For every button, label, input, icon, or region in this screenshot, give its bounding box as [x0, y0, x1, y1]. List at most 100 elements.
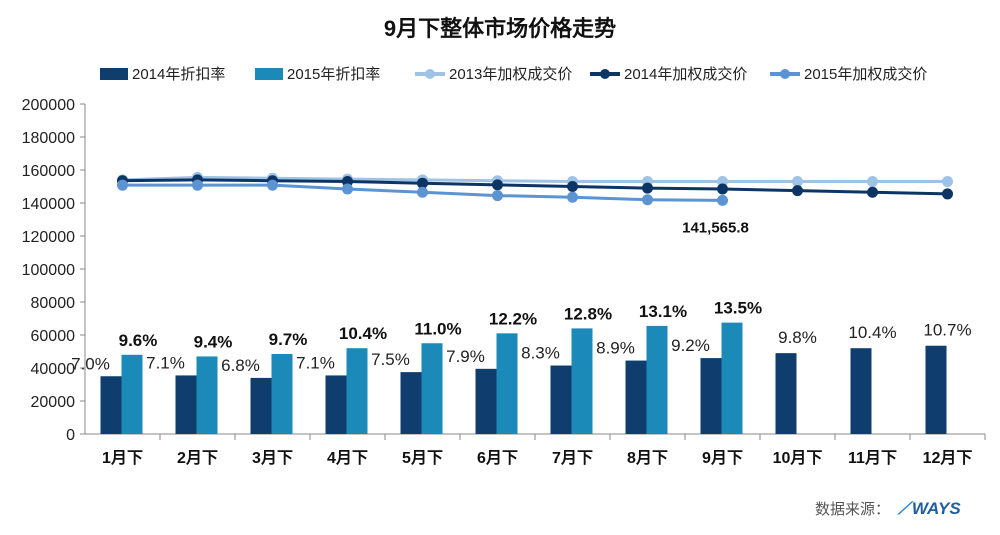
bar-2015: [271, 353, 293, 434]
line-point: [642, 182, 653, 194]
data-label: 9.4%: [194, 332, 233, 351]
y-tick-label: 160000: [22, 163, 75, 180]
bar-2014: [325, 375, 347, 434]
legend-swatch: [100, 68, 128, 80]
line-point: [192, 179, 203, 191]
line-point: [792, 176, 803, 188]
chart-title: 9月下整体市场价格走势: [384, 16, 616, 41]
y-tick-label: 40000: [31, 361, 76, 378]
data-label: 10.4%: [339, 324, 387, 343]
y-tick-label: 20000: [31, 394, 76, 411]
line-point: [492, 179, 503, 191]
line-2014年加权成交价: [122, 178, 948, 196]
bar-2015: [121, 354, 143, 434]
bar-2014: [100, 376, 122, 434]
line-point: [567, 181, 578, 192]
legend-marker: [425, 69, 435, 79]
x-tick-label: 2月下: [177, 449, 218, 467]
bar-2014: [625, 360, 647, 434]
bar-2014: [850, 348, 872, 434]
bar-2015: [196, 356, 218, 434]
legend-label: 2015年折扣率: [287, 66, 380, 83]
line-point: [717, 183, 728, 195]
x-tick-label: 5月下: [402, 449, 443, 467]
data-label: 10.7%: [923, 321, 971, 340]
ways-logo: ⟋ WAYS: [898, 498, 961, 518]
bar-2015: [646, 325, 668, 434]
x-tick-label: 11月下: [848, 449, 897, 467]
line-point: [792, 185, 803, 197]
y-tick-label: 120000: [22, 229, 75, 246]
x-tick-label: 7月下: [552, 449, 593, 467]
y-tick-label: 200000: [22, 97, 75, 114]
line-point: [267, 179, 278, 191]
bar-2015: [346, 348, 368, 434]
y-tick-label: 0: [66, 427, 75, 444]
data-label: 13.1%: [639, 302, 687, 321]
y-tick-label: 100000: [22, 262, 75, 279]
line-point: [417, 186, 428, 198]
annotation-label: 141,565.8: [682, 219, 749, 236]
data-label: 7.1%: [296, 353, 335, 372]
x-tick-label: 9月下: [702, 449, 743, 467]
data-label: 12.2%: [489, 309, 537, 328]
x-tick-label: 3月下: [252, 449, 293, 467]
line-point: [567, 191, 578, 203]
line-point: [867, 186, 878, 198]
line-point: [642, 194, 653, 206]
bar-2014: [475, 368, 497, 434]
bar-2014: [775, 353, 797, 434]
data-label: 7.5%: [371, 350, 410, 369]
bar-2015: [571, 328, 593, 434]
legend-label: 2015年加权成交价: [804, 65, 927, 83]
x-tick-label: 10月下: [773, 449, 823, 467]
data-label: 7.0%: [71, 354, 110, 373]
line-point: [117, 179, 128, 191]
bar-2014: [925, 345, 947, 434]
bar-2015: [421, 343, 443, 434]
source-note: 数据来源： ⟋ WAYS: [815, 498, 961, 519]
legend-swatch: [255, 68, 283, 80]
bar-2014: [175, 375, 197, 434]
legend-label: 2013年加权成交价: [449, 65, 572, 83]
data-label: 7.9%: [446, 347, 485, 366]
bar-2014: [400, 372, 422, 434]
line-2013年加权成交价: [122, 175, 948, 184]
data-label: 12.8%: [564, 304, 612, 323]
bar-2015: [721, 322, 743, 434]
data-label: 11.0%: [414, 319, 461, 338]
data-label: 9.7%: [269, 330, 308, 349]
line-point: [717, 194, 728, 206]
x-tick-label: 6月下: [477, 449, 518, 467]
x-tick-label: 4月下: [327, 449, 368, 467]
legend-label: 2014年折扣率: [132, 66, 225, 83]
x-tick-label: 12月下: [923, 449, 973, 467]
line-point: [342, 183, 353, 195]
line-point: [942, 188, 953, 200]
data-label: 7.1%: [146, 353, 185, 372]
line-point: [867, 176, 878, 188]
data-label: 13.5%: [714, 299, 762, 318]
bar-2015: [496, 333, 518, 434]
legend-marker: [780, 69, 790, 79]
data-label: 9.6%: [119, 331, 158, 350]
bar-2014: [250, 377, 272, 434]
source-label: 数据来源：: [815, 501, 891, 518]
line-point: [417, 177, 428, 189]
legend-label: 2014年加权成交价: [624, 65, 747, 83]
data-label: 9.2%: [671, 336, 710, 355]
bar-2014: [700, 358, 722, 434]
data-label: 8.9%: [596, 339, 635, 358]
data-label: 9.8%: [778, 328, 817, 347]
data-label: 6.8%: [221, 356, 260, 375]
data-label: 8.3%: [521, 344, 560, 363]
y-tick-label: 80000: [31, 295, 76, 312]
data-label: 10.4%: [848, 323, 896, 342]
x-tick-label: 8月下: [627, 449, 668, 467]
y-tick-label: 140000: [22, 196, 75, 213]
y-tick-label: 180000: [22, 130, 75, 147]
x-tick-label: 1月下: [102, 449, 143, 467]
line-point: [942, 176, 953, 188]
